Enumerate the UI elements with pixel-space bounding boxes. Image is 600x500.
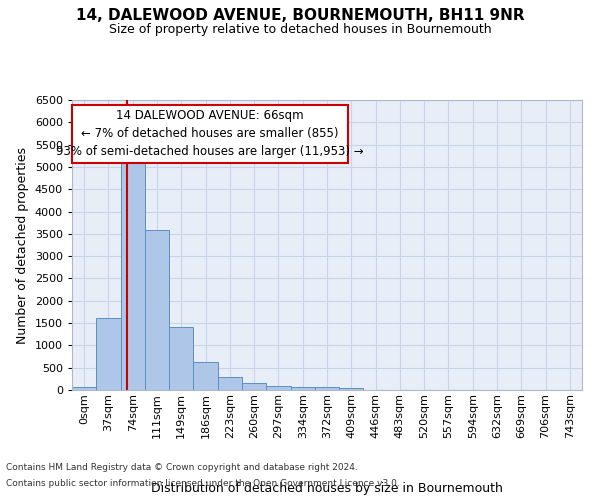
Bar bbox=[121, 164, 145, 390]
Bar bbox=[339, 388, 364, 390]
Bar bbox=[290, 387, 315, 390]
Text: 14 DALEWOOD AVENUE: 66sqm
← 7% of detached houses are smaller (855)
93% of semi-: 14 DALEWOOD AVENUE: 66sqm ← 7% of detach… bbox=[56, 110, 364, 158]
Text: Contains HM Land Registry data © Crown copyright and database right 2024.: Contains HM Land Registry data © Crown c… bbox=[6, 464, 358, 472]
Bar bbox=[145, 230, 169, 390]
Bar bbox=[266, 386, 290, 390]
Bar bbox=[193, 362, 218, 390]
Bar bbox=[72, 387, 96, 390]
Text: 14, DALEWOOD AVENUE, BOURNEMOUTH, BH11 9NR: 14, DALEWOOD AVENUE, BOURNEMOUTH, BH11 9… bbox=[76, 8, 524, 22]
Bar bbox=[242, 384, 266, 390]
Bar bbox=[218, 377, 242, 390]
Text: Distribution of detached houses by size in Bournemouth: Distribution of detached houses by size … bbox=[151, 482, 503, 495]
Bar bbox=[315, 387, 339, 390]
Bar bbox=[96, 318, 121, 390]
Text: Size of property relative to detached houses in Bournemouth: Size of property relative to detached ho… bbox=[109, 22, 491, 36]
Bar bbox=[169, 326, 193, 390]
Text: Contains public sector information licensed under the Open Government Licence v3: Contains public sector information licen… bbox=[6, 478, 400, 488]
Y-axis label: Number of detached properties: Number of detached properties bbox=[16, 146, 29, 344]
